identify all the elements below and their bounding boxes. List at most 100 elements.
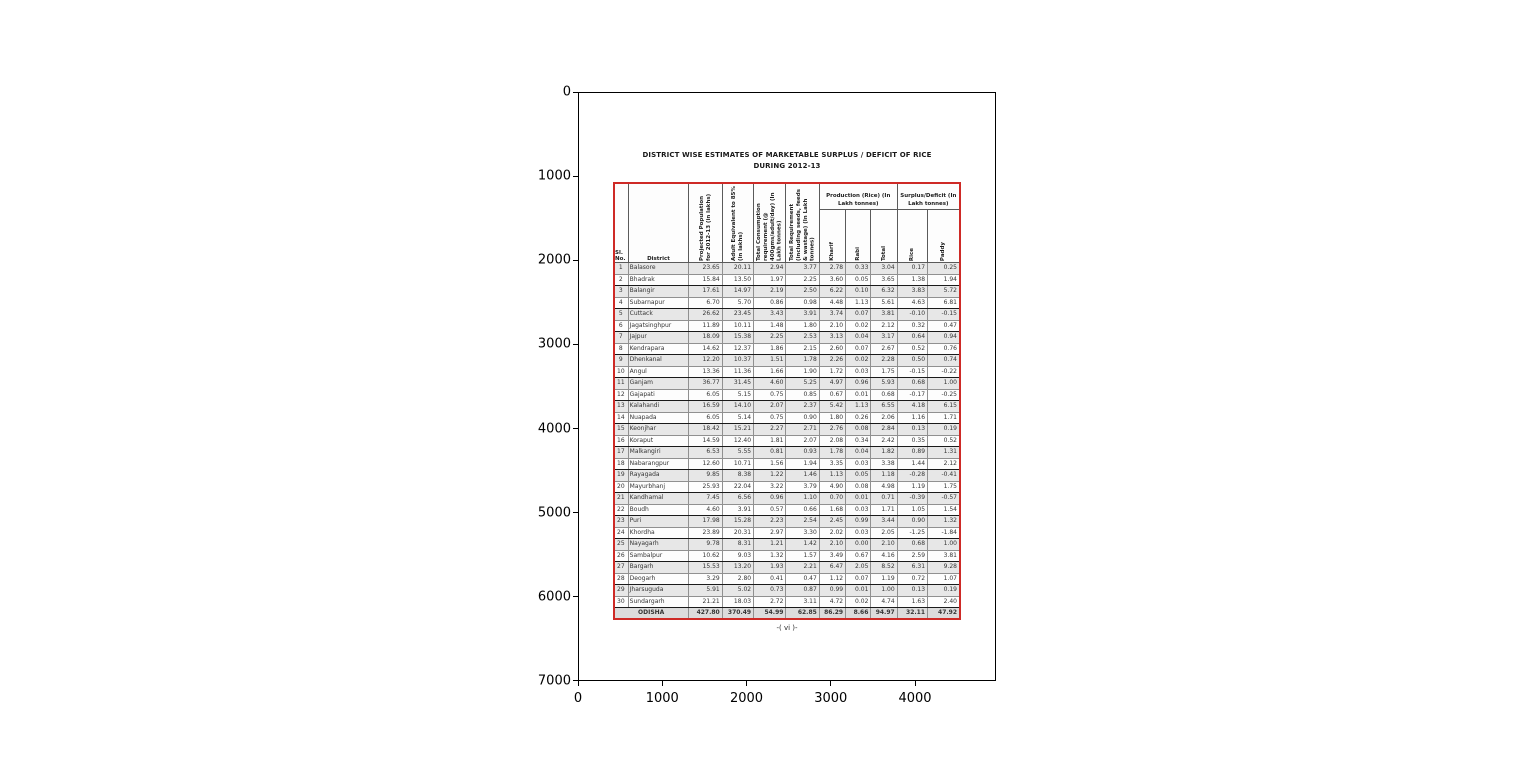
cell-value: 12.40 <box>721 434 755 447</box>
cell-value: 3.13 <box>818 331 847 344</box>
cell-value: 2.72 <box>753 595 787 608</box>
cell-value: 0.71 <box>870 492 898 505</box>
cell-value: 2.07 <box>785 434 820 447</box>
cell-value: 0.50 <box>896 354 929 367</box>
cell-value: 13.20 <box>721 561 755 574</box>
cell-value: 0.13 <box>896 423 929 436</box>
cell-value: 0.05 <box>845 469 872 482</box>
cell-value: 1.66 <box>753 365 787 378</box>
cell-value: 2.25 <box>753 331 787 344</box>
cell-value: 1.16 <box>896 411 929 424</box>
cell-sl-no: 23 <box>613 515 629 528</box>
cell-value: 4.16 <box>870 549 898 562</box>
cell-value: 2.10 <box>870 538 898 551</box>
cell-value: 1.51 <box>753 354 787 367</box>
cell-value: 3.22 <box>753 480 787 493</box>
cell-sl-no: 15 <box>613 423 629 436</box>
cell-value: 14.10 <box>721 400 755 413</box>
cell-value: 0.68 <box>870 388 898 401</box>
cell-value: 18.09 <box>688 331 723 344</box>
table-row: 11 Ganjam 36.77 31.45 4.60 5.25 4.97 0.96 5.93 0.… <box>613 377 961 390</box>
cell-value: 1.81 <box>753 434 787 447</box>
cell-district: Keonjhar <box>627 423 690 436</box>
cell-value: 1.75 <box>927 480 961 493</box>
cell-value: 13.36 <box>688 365 723 378</box>
table-row: 14 Nuapada 6.05 5.14 0.75 0.90 1.80 0.26 2.06 1.1… <box>613 411 961 424</box>
cell-value: 2.07 <box>753 400 787 413</box>
cell-sl-no: 26 <box>613 549 629 562</box>
cell-value: 21.21 <box>688 595 723 608</box>
y-tick-label: 2000 <box>537 252 571 268</box>
x-tick-mark <box>830 681 832 686</box>
cell-value: 9.03 <box>721 549 755 562</box>
cell-value: 3.79 <box>785 480 820 493</box>
cell-value: 3.65 <box>870 273 898 286</box>
cell-value: 2.26 <box>818 354 847 367</box>
table-row: 23 Puri 17.98 15.28 2.23 2.54 2.45 0.99 3.44 0.90… <box>613 515 961 528</box>
x-tick-mark <box>746 681 747 686</box>
cell-value: 1.71 <box>870 503 898 516</box>
cell-value: 14.59 <box>688 434 723 447</box>
cell-value: 1.80 <box>818 411 847 424</box>
cell-value: 12.60 <box>688 457 723 470</box>
cell-value: 0.01 <box>845 388 872 401</box>
cell-sl-no: 20 <box>613 480 629 493</box>
cell-value: 0.07 <box>845 308 872 321</box>
cell-value: 6.31 <box>896 561 929 574</box>
header-sub-paddy: Paddy <box>927 208 961 264</box>
cell-value: 15.21 <box>721 423 755 436</box>
cell-value: 2.12 <box>927 457 961 470</box>
cell-value: 6.05 <box>688 388 723 401</box>
header-adult-equivalent-label: Adult Equivalent to 85% (in lakhs) <box>731 186 744 261</box>
cell-value: 20.31 <box>721 526 755 539</box>
cell-value: -0.22 <box>927 365 961 378</box>
cell-value: 1.10 <box>785 492 820 505</box>
cell-value: 2.10 <box>818 538 847 551</box>
cell-value: 6.53 <box>688 446 723 459</box>
cell-value: 8.31 <box>721 538 755 551</box>
cell-value: 2.53 <box>785 331 820 344</box>
cell-value: 0.96 <box>753 492 787 505</box>
cell-value: 2.08 <box>818 434 847 447</box>
cell-value: 1.71 <box>927 411 961 424</box>
cell-total-value: 8.66 <box>845 607 872 620</box>
cell-value: 1.05 <box>896 503 929 516</box>
cell-value: 0.68 <box>896 377 929 390</box>
cell-value: 6.81 <box>927 296 961 309</box>
table-row: 15 Keonjhar 18.42 15.21 2.27 2.71 2.76 0.08 2.84… <box>613 423 961 436</box>
cell-value: 0.19 <box>927 423 961 436</box>
cell-value: 11.89 <box>688 319 723 332</box>
cell-value: 1.82 <box>870 446 898 459</box>
cell-value: 3.44 <box>870 515 898 528</box>
cell-sl-no: 7 <box>613 331 629 344</box>
cell-value: 1.94 <box>785 457 820 470</box>
cell-value: 12.37 <box>721 342 755 355</box>
table-row: 4 Subarnapur 6.70 5.70 0.86 0.98 4.48 1.13 5.61 4… <box>613 296 961 309</box>
cell-value: 0.33 <box>845 262 872 275</box>
header-sub-rice-label: Rice <box>908 247 915 261</box>
header-total-requirement: Total Requirement (including seeds, feed… <box>785 182 820 263</box>
cell-value: 1.00 <box>927 538 961 551</box>
x-tick-label: 0 <box>573 691 583 706</box>
cell-value: 1.94 <box>927 273 961 286</box>
cell-district: Deogarh <box>627 572 690 585</box>
x-tick-label: 4000 <box>898 691 932 706</box>
cell-value: 17.98 <box>688 515 723 528</box>
cell-value: 3.91 <box>785 308 820 321</box>
cell-value: -0.10 <box>896 308 929 321</box>
header-adult-equivalent: Adult Equivalent to 85% (in lakhs) <box>721 182 755 263</box>
cell-value: 0.25 <box>927 262 961 275</box>
cell-value: 23.89 <box>688 526 723 539</box>
cell-value: 2.45 <box>818 515 847 528</box>
cell-district: Balangir <box>627 285 690 298</box>
header-sub-rabi: Rabi <box>845 208 872 264</box>
cell-value: 3.30 <box>785 526 820 539</box>
cell-value: 0.13 <box>896 584 929 597</box>
cell-value: 15.28 <box>721 515 755 528</box>
header-sub-kharif-label: Kharif <box>829 242 836 261</box>
cell-value: 0.87 <box>785 584 820 597</box>
cell-value: 1.12 <box>818 572 847 585</box>
cell-value: 2.25 <box>785 273 820 286</box>
cell-value: 0.72 <box>896 572 929 585</box>
table-row: 7 Jajpur 18.09 15.38 2.25 2.53 3.13 0.04 3.17 0.6… <box>613 331 961 344</box>
